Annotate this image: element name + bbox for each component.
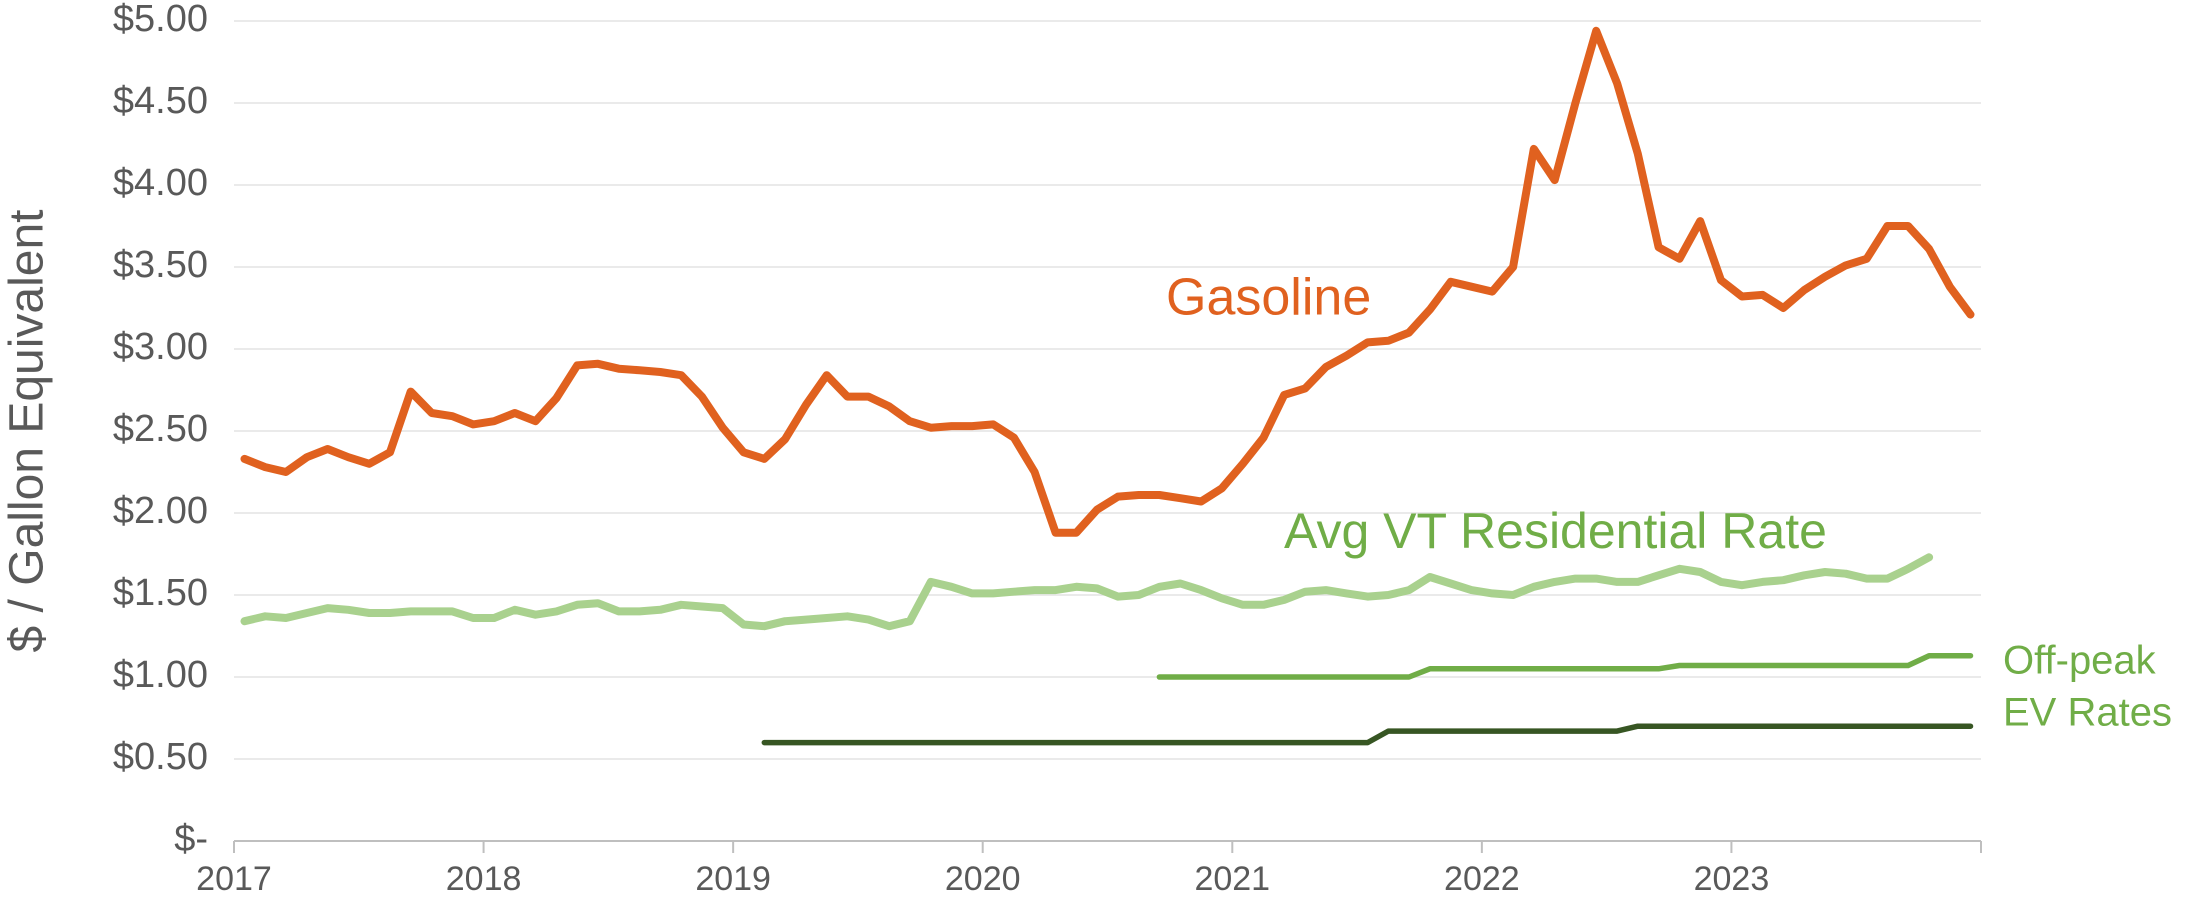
annotation: Avg VT Residential Rate <box>1284 503 1827 559</box>
series-line <box>761 723 1974 746</box>
x-tick-label: 2022 <box>1444 860 1520 898</box>
annotation: Off-peak <box>2003 639 2157 683</box>
y-tick-label: $1.00 <box>113 654 208 696</box>
x-tick-label: 2017 <box>196 860 272 898</box>
y-tick-label: $2.50 <box>113 408 208 450</box>
x-tick-label: 2020 <box>945 860 1021 898</box>
y-axis-title: $ / Gallon Equivalent <box>1 210 54 653</box>
y-tick-label: $1.50 <box>113 572 208 614</box>
x-tick-label: 2021 <box>1194 860 1270 898</box>
annotation: EV Rates <box>2003 691 2172 735</box>
series-line <box>240 553 1934 631</box>
y-tick-label: $4.50 <box>113 80 208 122</box>
annotation: Gasoline <box>1166 269 1371 327</box>
y-tick-label: $- <box>174 818 208 860</box>
y-tick-label: $3.00 <box>113 326 208 368</box>
y-tick-label: $5.00 <box>113 0 208 40</box>
y-tick-label: $2.00 <box>113 490 208 532</box>
y-tick-label: $4.00 <box>113 162 208 204</box>
x-tick-label: 2018 <box>446 860 522 898</box>
series-line <box>1156 652 1974 680</box>
y-tick-label: $3.50 <box>113 244 208 286</box>
x-tick-label: 2019 <box>695 860 771 898</box>
series-line <box>240 26 1975 537</box>
y-tick-label: $0.50 <box>113 736 208 778</box>
x-tick-label: 2023 <box>1694 860 1770 898</box>
